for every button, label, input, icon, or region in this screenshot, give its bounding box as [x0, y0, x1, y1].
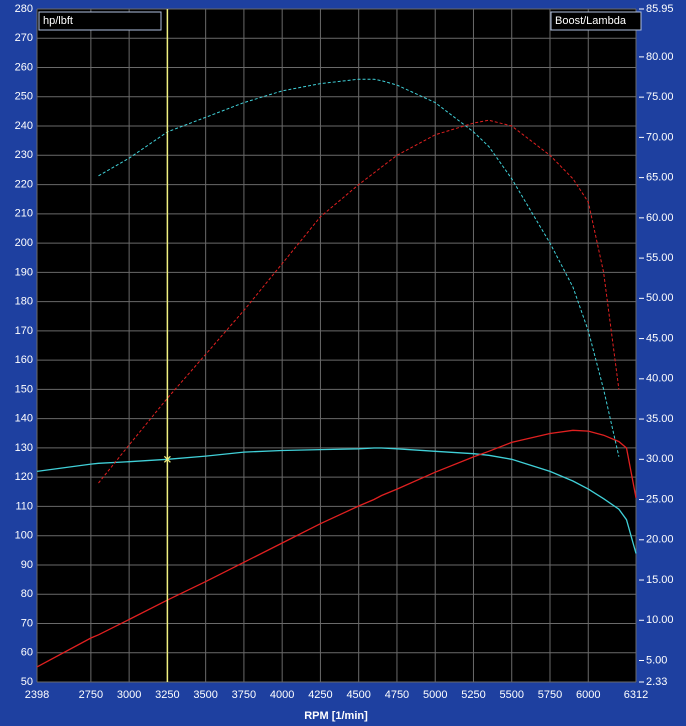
x-tick-label: 5000 [423, 689, 447, 701]
x-tick-label: 6000 [576, 689, 600, 701]
y2-tick-label: 10.00 [646, 614, 674, 626]
y-tick-label: 140 [15, 413, 33, 425]
y-tick-label: 190 [15, 266, 33, 278]
y-tick-label: 60 [21, 647, 33, 659]
x-tick-label: 2750 [79, 689, 103, 701]
series-line [36, 429, 637, 668]
y2-tick-label: 40.00 [646, 373, 674, 385]
x-tick-label: 5250 [461, 689, 485, 701]
y-tick-label: 130 [15, 442, 33, 454]
y2-tick-label: 35.00 [646, 413, 674, 425]
series-line [98, 119, 620, 484]
y2-tick-label: 60.00 [646, 212, 674, 224]
left-axis-box [38, 11, 162, 31]
y2-tick-label: 15.00 [646, 574, 674, 586]
y2-tick-label: 20.00 [646, 534, 674, 546]
y-tick-label: 280 [15, 3, 33, 15]
y-tick-label: 240 [15, 120, 33, 132]
y-tick-label: 260 [15, 61, 33, 73]
y-tick-label: 100 [15, 530, 33, 542]
y-tick-label: 170 [15, 325, 33, 337]
x-tick-label: 2398 [25, 689, 49, 701]
y2-tick-label: 75.00 [646, 91, 674, 103]
x-tick-label: 3250 [155, 689, 179, 701]
grid [36, 8, 637, 683]
x-tick-label: 3000 [117, 689, 141, 701]
x-tick-label: 4250 [308, 689, 332, 701]
y-axis-label: hp/lbft [43, 15, 73, 27]
y-tick-label: 250 [15, 91, 33, 103]
y-tick-label: 80 [21, 588, 33, 600]
y2-tick-label: 85.95 [646, 3, 674, 15]
right-axis-box [550, 11, 642, 31]
x-tick-label: 4750 [385, 689, 409, 701]
marks [36, 9, 637, 682]
y-tick-label: 160 [15, 354, 33, 366]
y-tick-label: 230 [15, 149, 33, 161]
y-tick-label: 180 [15, 296, 33, 308]
y-tick-label: 120 [15, 471, 33, 483]
y-tick-label: 210 [15, 208, 33, 220]
y2-tick-label: 45.00 [646, 332, 674, 344]
x-tick-label: 3750 [232, 689, 256, 701]
x-tick-label: 4500 [346, 689, 370, 701]
y2-tick-label: 50.00 [646, 292, 674, 304]
y-tick-label: 150 [15, 383, 33, 395]
y-tick-label: 70 [21, 617, 33, 629]
x-tick-label: 3500 [193, 689, 217, 701]
y2-axis-label: Boost/Lambda [555, 15, 627, 27]
x-tick-label: 6312 [624, 689, 648, 701]
y2-tick-label: 65.00 [646, 172, 674, 184]
x-tick-label: 5750 [538, 689, 562, 701]
y2-tick-label: 30.00 [646, 453, 674, 465]
y-tick-label: 110 [15, 500, 33, 512]
series-line [98, 78, 620, 457]
x-axis-label: RPM [1/min] [304, 710, 368, 722]
series-line [36, 447, 637, 554]
y2-tick-label: 2.33 [646, 676, 667, 688]
y-tick-label: 200 [15, 237, 33, 249]
x-tick-label: 4000 [270, 689, 294, 701]
y2-tick-label: 25.00 [646, 493, 674, 505]
y2-tick-label: 80.00 [646, 51, 674, 63]
x-tick-label: 5500 [499, 689, 523, 701]
y-tick-label: 90 [21, 559, 33, 571]
y-tick-label: 50 [21, 676, 33, 688]
y2-tick-label: 70.00 [646, 131, 674, 143]
y-tick-label: 220 [15, 178, 33, 190]
y2-tick-label: 55.00 [646, 252, 674, 264]
y2-tick-label: 5.00 [646, 654, 667, 666]
y-tick-label: 270 [15, 32, 33, 44]
plot-area [37, 9, 636, 682]
cursor-marker [163, 455, 171, 463]
